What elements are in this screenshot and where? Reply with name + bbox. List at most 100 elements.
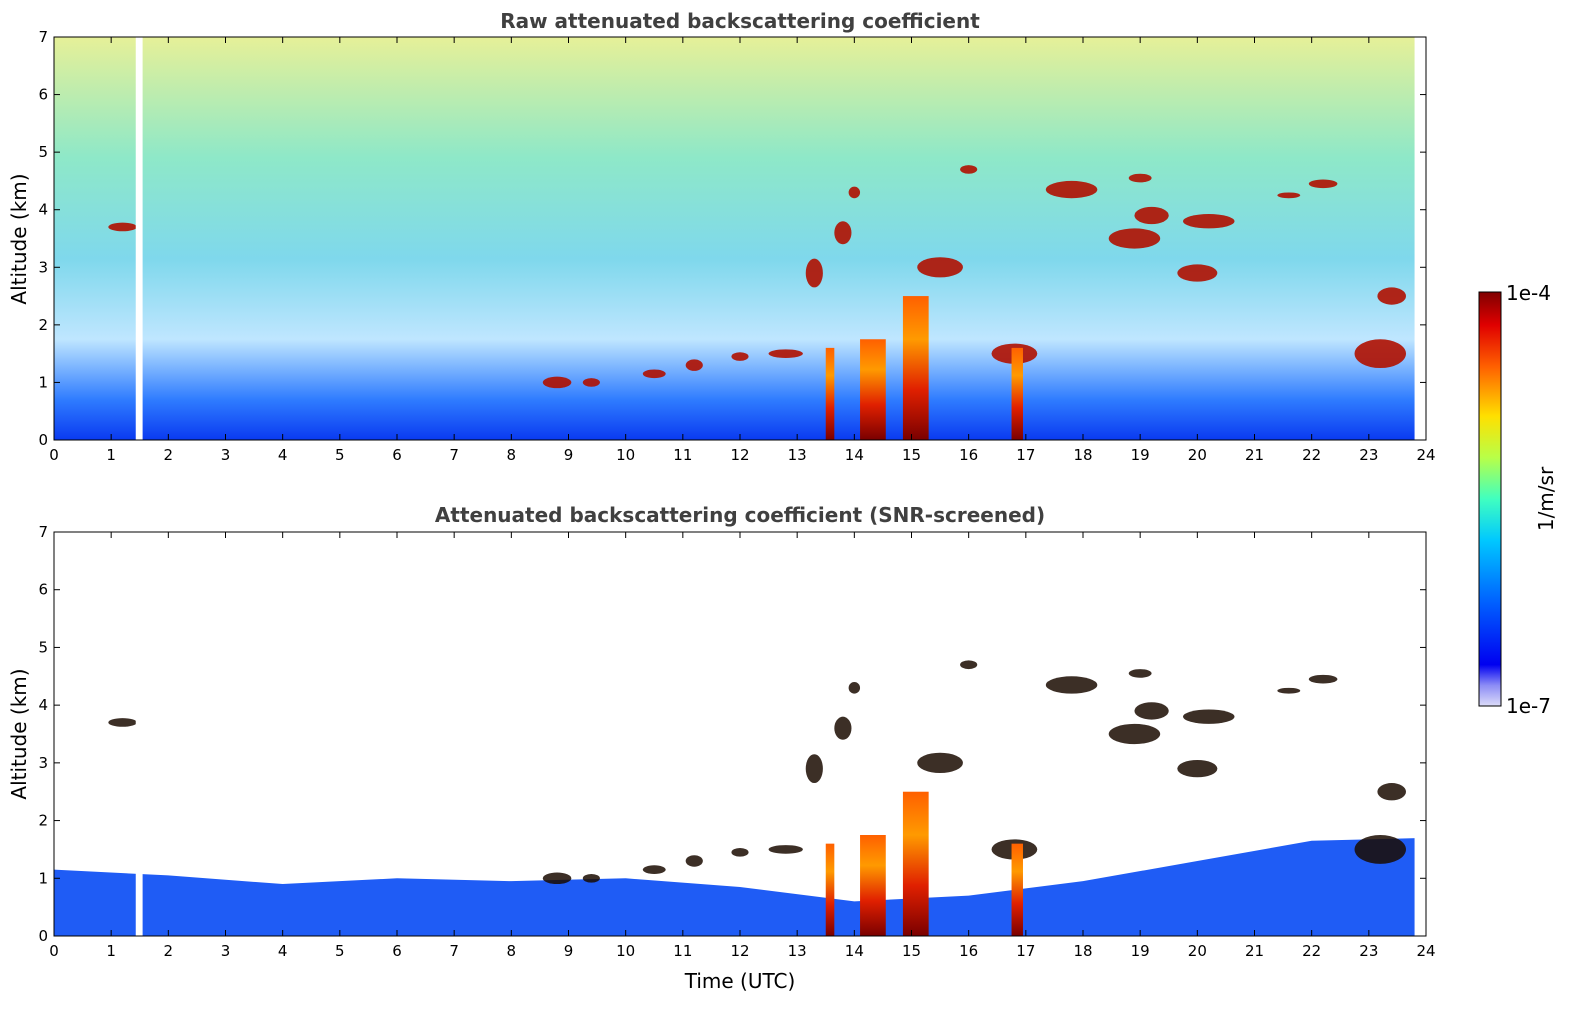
cloud-5 <box>731 352 749 361</box>
screened-data-gap-1 <box>1414 532 1426 936</box>
xtick-label: 19 <box>1131 446 1150 464</box>
cloud-22 <box>1377 287 1406 305</box>
panel-screened-title: Attenuated backscattering coefficient (S… <box>435 503 1045 527</box>
cloud-9 <box>848 186 861 199</box>
xtick-label: 13 <box>788 942 807 960</box>
ytick-label: 7 <box>38 28 48 46</box>
screened-precip-2 <box>902 791 929 936</box>
panel-raw-title: Raw attenuated backscattering coefficien… <box>500 9 980 33</box>
ytick-label: 4 <box>38 201 48 219</box>
ytick-label: 5 <box>38 638 48 656</box>
panel-raw-plot-area <box>54 37 1426 440</box>
xtick-label: 17 <box>1016 446 1035 464</box>
screened-cloud-3 <box>642 865 666 874</box>
ytick-label: 5 <box>38 143 48 161</box>
cloud-6 <box>768 349 803 358</box>
cloud-16 <box>1108 228 1161 249</box>
precip-2 <box>902 296 929 440</box>
data-gap-1 <box>1414 37 1426 440</box>
xtick-label: 10 <box>616 446 635 464</box>
screened-precip-1 <box>860 835 886 936</box>
xtick-label: 2 <box>164 446 174 464</box>
precip-1 <box>860 339 886 440</box>
cloud-20 <box>1277 192 1301 199</box>
xtick-label: 23 <box>1359 942 1378 960</box>
xtick-label: 3 <box>221 942 231 960</box>
cloud-8 <box>834 221 852 245</box>
colorbar-max-label: 1e-4 <box>1506 281 1551 305</box>
xtick-label: 5 <box>335 942 345 960</box>
screened-cloud-8 <box>834 716 852 740</box>
screened-cloud-21 <box>1354 835 1406 864</box>
xtick-label: 0 <box>49 446 59 464</box>
colorbar-gradient <box>1478 291 1502 707</box>
ytick-label: 4 <box>38 696 48 714</box>
cloud-18 <box>1177 264 1218 282</box>
xtick-label: 12 <box>730 942 749 960</box>
ytick-label: 3 <box>38 754 48 772</box>
panel-screened-plot-area <box>54 532 1426 936</box>
ytick-label: 7 <box>38 523 48 541</box>
xtick-label: 17 <box>1016 942 1035 960</box>
screened-cloud-2 <box>582 873 600 883</box>
panel-screened-ylabel: Altitude (km) <box>7 668 31 799</box>
xtick-label: 19 <box>1131 942 1150 960</box>
xtick-label: 20 <box>1188 446 1207 464</box>
xtick-label: 23 <box>1359 446 1378 464</box>
xtick-label: 4 <box>278 446 288 464</box>
ytick-label: 6 <box>38 581 48 599</box>
xtick-label: 8 <box>507 942 517 960</box>
xtick-label: 22 <box>1302 942 1321 960</box>
xtick-label: 16 <box>959 942 978 960</box>
screened-cloud-15 <box>1134 702 1169 720</box>
xtick-label: 11 <box>673 942 692 960</box>
screened-precip-3 <box>1011 843 1023 936</box>
screened-cloud-10 <box>917 752 963 773</box>
cloud-14 <box>1128 173 1152 183</box>
screened-cloud-0 <box>108 718 137 727</box>
xtick-label: 21 <box>1245 942 1264 960</box>
panel-screened-ticks: 0 1 2 3 4 5 6 7 8 9 10 11 12 13 14 15 16 17 18 19 20 21 22 23 24… <box>38 523 1435 960</box>
screened-cloud-14 <box>1128 669 1152 678</box>
ytick-label: 2 <box>38 316 48 334</box>
ytick-label: 6 <box>38 86 48 104</box>
xtick-label: 5 <box>335 446 345 464</box>
xtick-label: 7 <box>449 942 459 960</box>
cloud-3 <box>642 369 666 379</box>
xtick-label: 4 <box>278 942 288 960</box>
cloud-17 <box>1183 214 1235 229</box>
precip-3 <box>1011 347 1023 440</box>
screened-cloud-13 <box>1045 676 1098 694</box>
colorbar-unit-label: 1/m/sr <box>1534 466 1558 531</box>
xtick-label: 14 <box>845 446 864 464</box>
cloud-19 <box>1308 179 1338 189</box>
screened-cloud-6 <box>768 845 803 854</box>
xtick-label: 3 <box>221 446 231 464</box>
xtick-label: 0 <box>49 942 59 960</box>
xtick-label: 12 <box>730 446 749 464</box>
xtick-label: 16 <box>959 446 978 464</box>
xtick-label: 14 <box>845 942 864 960</box>
panel-screened-xlabel: Time (UTC) <box>684 969 796 993</box>
colorbar: 1e-4 1e-7 1/m/sr <box>1478 281 1558 718</box>
xtick-label: 13 <box>788 446 807 464</box>
xtick-label: 21 <box>1245 446 1264 464</box>
panel-screened: Attenuated backscattering coefficient (S… <box>7 503 1436 993</box>
cloud-21 <box>1354 339 1406 369</box>
xtick-label: 2 <box>164 942 174 960</box>
xtick-label: 7 <box>449 446 459 464</box>
xtick-label: 1 <box>106 446 116 464</box>
cloud-11 <box>960 165 978 174</box>
xtick-label: 1 <box>106 942 116 960</box>
cloud-2 <box>582 378 600 387</box>
ytick-label: 3 <box>38 258 48 276</box>
xtick-label: 22 <box>1302 446 1321 464</box>
ytick-label: 1 <box>38 869 48 887</box>
xtick-label: 20 <box>1188 942 1207 960</box>
xtick-label: 9 <box>564 942 574 960</box>
xtick-label: 9 <box>564 446 574 464</box>
xtick-label: 18 <box>1073 942 1092 960</box>
xtick-label: 11 <box>673 446 692 464</box>
xtick-label: 8 <box>507 446 517 464</box>
